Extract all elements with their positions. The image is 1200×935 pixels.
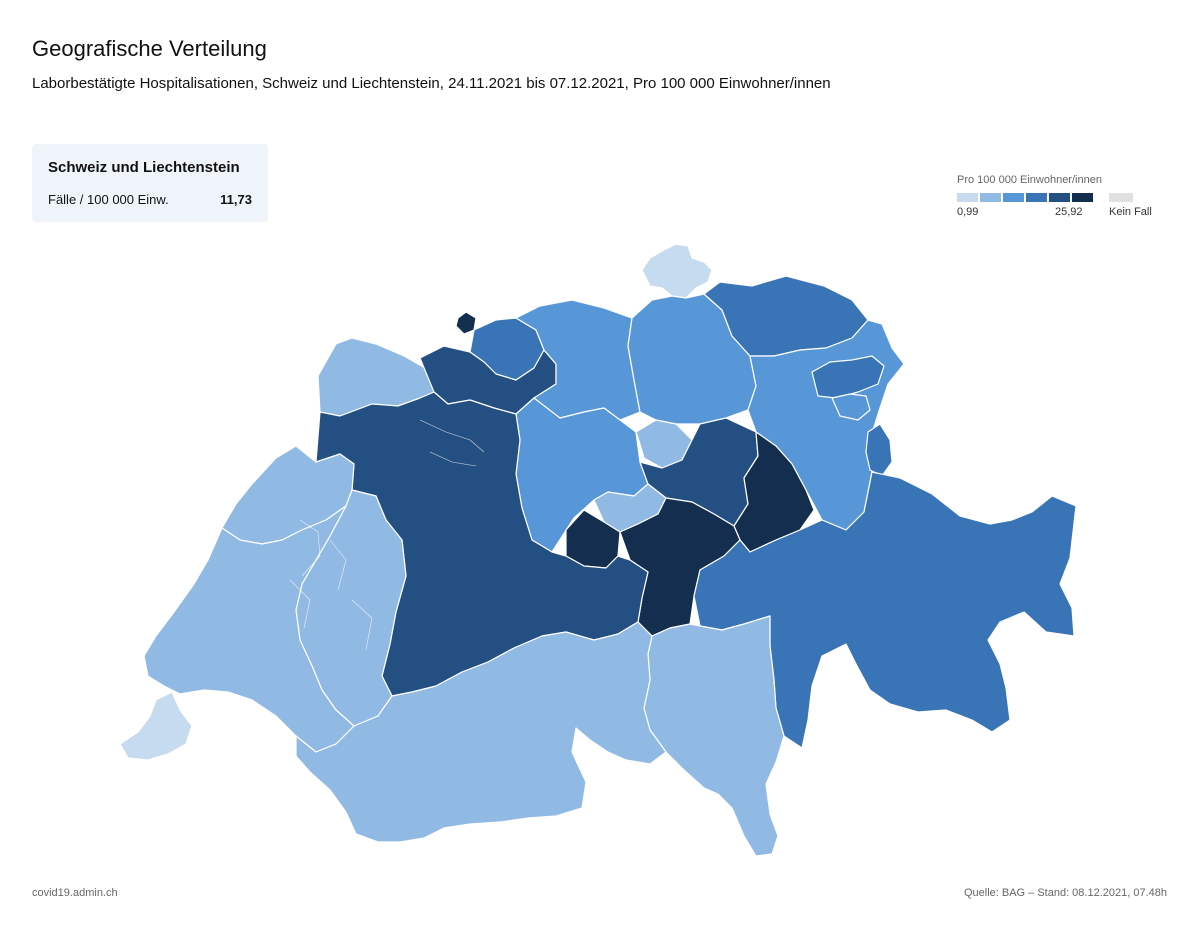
legend-no-case-label: Kein Fall [1109, 206, 1152, 218]
canton-ai[interactable] [831, 393, 871, 421]
summary-region: Schweiz und Liechtenstein [48, 159, 240, 176]
legend-swatch-4 [1026, 193, 1047, 202]
legend-no-case-swatch [1109, 193, 1133, 202]
legend-max: 25,92 [1055, 206, 1083, 218]
legend-swatch-5 [1049, 193, 1070, 202]
district-lines-west [289, 519, 373, 651]
legend-min: 0,99 [957, 206, 979, 218]
canton-ar[interactable] [811, 355, 885, 399]
canton-ti[interactable] [643, 615, 785, 857]
summary-card: Schweiz und Liechtenstein Fälle / 100 00… [32, 144, 268, 222]
summary-label: Fälle / 100 000 Einw. [48, 192, 169, 207]
page-subtitle: Laborbestätigte Hospitalisationen, Schwe… [32, 75, 831, 92]
canton-vs[interactable] [295, 621, 667, 843]
legend-swatch-2 [980, 193, 1001, 202]
region-fl[interactable] [865, 423, 893, 477]
footer-source-site: covid19.admin.ch [32, 887, 118, 899]
legend-title: Pro 100 000 Einwohner/innen [957, 174, 1102, 186]
summary-value: 11,73 [220, 192, 252, 207]
map-legend: Pro 100 000 Einwohner/innen 0,99 25,92 K… [957, 172, 1177, 228]
canton-sh[interactable] [641, 243, 713, 299]
footer-credit: Quelle: BAG – Stand: 08.12.2021, 07.48h [963, 887, 1167, 899]
legend-swatch-3 [1003, 193, 1024, 202]
legend-swatch-6 [1072, 193, 1093, 202]
page-title: Geografische Verteilung [32, 36, 267, 61]
canton-bs[interactable] [455, 311, 477, 335]
canton-ge[interactable] [119, 691, 193, 761]
legend-swatch-1 [957, 193, 978, 202]
district-lines-be [419, 419, 485, 467]
